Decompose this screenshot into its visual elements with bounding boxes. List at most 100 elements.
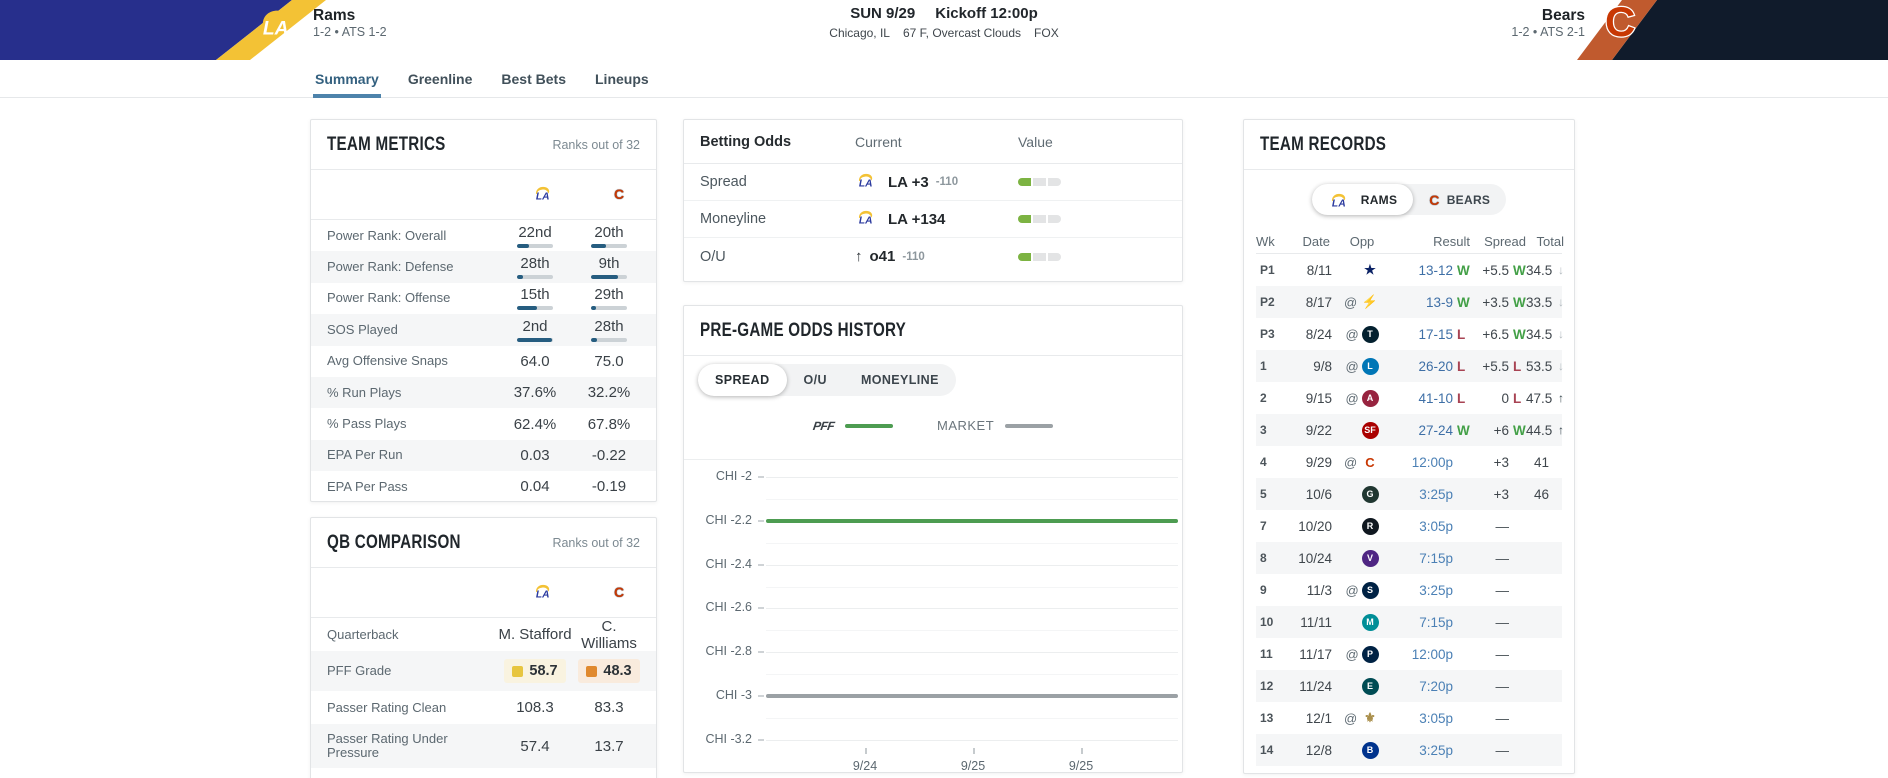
game-row: 8 10/24 V 7:15p — [1256, 542, 1562, 574]
final-score: 13-9 [1425, 294, 1453, 310]
rank-bar [591, 275, 627, 280]
week-cell: 8 [1260, 551, 1267, 565]
total-value: 44.5 [1526, 422, 1553, 438]
tab-best-bets[interactable]: Best Bets [501, 71, 566, 87]
game-row: 7 10/20 R 3:05p — [1256, 510, 1562, 542]
final-score: 26-20 [1418, 358, 1453, 374]
spread-value: — [1495, 710, 1510, 726]
value-rating-segment [1033, 215, 1046, 223]
game-row: P1 8/11 ★ 13-12 W +5.5 W 34.5 ↓ [1256, 254, 1564, 286]
kickoff-time: 3:05p [1419, 518, 1453, 534]
table-row: Quarterback M. Stafford C. Williams [311, 618, 656, 652]
total-cell: 34.5 ↓ [1526, 263, 1564, 278]
table-row: Passer Rating Clean 108.3 83.3 [311, 691, 656, 724]
spread-cell: — [1470, 711, 1526, 726]
qb-comparison-panel: QB COMPARISON Ranks out of 32 LA C Quart… [310, 517, 657, 778]
game-row: 1 9/8 @ L 26-20 L +5.5 L 53.5 ↓ [1256, 350, 1564, 382]
y-axis-label: CHI -2.6 [705, 600, 752, 615]
rank-bar-fill [517, 275, 523, 280]
odds-current: ↑ o41 -110 [855, 248, 1018, 265]
bears-logo: C [1429, 191, 1440, 208]
gridline-minor [766, 630, 1178, 632]
spread-cell: — [1470, 583, 1526, 598]
tab-lineups[interactable]: Lineups [595, 71, 649, 87]
value-rating-segment [1018, 178, 1031, 186]
table-row: Power Rank: Overall 22nd 20th [311, 220, 656, 251]
grade-value: 58.7 [529, 663, 558, 679]
bears-logo: C [582, 584, 656, 602]
total-cell: 47.5 ↑ [1526, 391, 1564, 406]
opp-logo-seahawks: S [1361, 581, 1379, 599]
away-team-block: Bears 1-2 • ATS 2-1 [1405, 7, 1585, 40]
total-value: 33.5 [1526, 294, 1553, 310]
week-cell: P2 [1260, 295, 1275, 309]
date-cell: 9/15 [1305, 390, 1332, 406]
rams-logo: LA [855, 171, 881, 193]
spread-cell: +3.5 W [1470, 295, 1526, 310]
table-row: EPA Per Run 0.03 -0.22 [311, 439, 656, 472]
qb-comparison-subtitle: Ranks out of 32 [552, 535, 640, 550]
date-cell: 12/8 [1305, 742, 1332, 758]
week-cell: 10 [1260, 615, 1274, 629]
opp-cell: @ ⚜ [1332, 709, 1392, 727]
rams-value: 0.04 [520, 478, 550, 496]
tab-greenline[interactable]: Greenline [407, 71, 473, 87]
column-header-total: Total [1536, 234, 1564, 249]
spread-value: +5.5 [1482, 358, 1509, 374]
svg-text:LA: LA [859, 178, 873, 188]
total-value: 53.5 [1526, 358, 1553, 374]
toggle-rams[interactable]: LA RAMS [1311, 184, 1414, 215]
spread-value: — [1495, 678, 1510, 694]
week-cell: 2 [1260, 391, 1267, 405]
chart-tab-ou[interactable]: O/U [803, 373, 827, 387]
series-line-market [766, 694, 1178, 698]
team-metrics-panel: TEAM METRICS Ranks out of 32 LA C Power … [310, 119, 657, 502]
week-cell: 11 [1260, 647, 1273, 661]
away-indicator: @ [1345, 646, 1359, 662]
opp-cell: SF [1332, 421, 1392, 439]
spread-value: — [1495, 742, 1510, 758]
week-cell: 12 [1260, 679, 1274, 693]
opp-logo-bills: B [1361, 741, 1379, 759]
svg-text:LA: LA [1332, 198, 1346, 208]
result-outcome: L [1457, 358, 1466, 374]
spread-cell: +3 [1470, 487, 1526, 502]
rank-bar [517, 337, 553, 342]
total-value: 34.5 [1526, 326, 1553, 342]
rams-value: 15th [498, 286, 572, 311]
rank-text: 28th [594, 317, 624, 335]
spread-cell: — [1470, 679, 1526, 694]
opp-cell: E [1332, 677, 1392, 695]
rank-text: 9th [598, 255, 620, 273]
gridline-minor [766, 542, 1178, 544]
bears-value: 48.3 [572, 659, 646, 683]
spread-value: — [1495, 646, 1510, 662]
spread-cell: — [1470, 743, 1526, 758]
grade-value: 48.3 [603, 663, 632, 679]
toggle-bears[interactable]: C BEARS [1413, 184, 1506, 215]
rank-bar [517, 243, 553, 248]
result-cell: 3:25p [1392, 583, 1470, 598]
chart-tab-moneyline[interactable]: MONEYLINE [860, 373, 939, 387]
total-cell: 53.5 ↓ [1526, 359, 1564, 374]
opp-cell: @ A [1332, 389, 1392, 407]
date-cell: 12/1 [1305, 710, 1332, 726]
y-axis-tick [758, 695, 764, 697]
final-score: 27-24 [1418, 422, 1453, 438]
chart-tab-spread[interactable]: SPREAD [698, 364, 787, 396]
rank-text: 20th [594, 223, 624, 241]
opp-cell: M [1332, 613, 1392, 631]
kickoff-time: 7:20p [1419, 678, 1453, 694]
metric-label: EPA Per Run [327, 447, 403, 463]
team-records-toggle: LA RAMS C BEARS [1311, 184, 1507, 215]
tab-summary[interactable]: Summary [313, 60, 381, 98]
rams-logo: LA [508, 582, 582, 604]
opp-cell: ★ [1332, 261, 1392, 279]
rank-bar [517, 275, 553, 280]
team-metrics-title: TEAM METRICS [327, 133, 446, 155]
y-axis-label: CHI -3 [715, 688, 752, 702]
game-row: P2 8/17 @ ⚡ 13-9 W +3.5 W 33.5 ↓ [1256, 286, 1564, 318]
rank-bar [591, 243, 627, 248]
game-row: 9 11/3 @ S 3:25p — [1256, 574, 1562, 606]
result-outcome: W [1457, 294, 1470, 310]
